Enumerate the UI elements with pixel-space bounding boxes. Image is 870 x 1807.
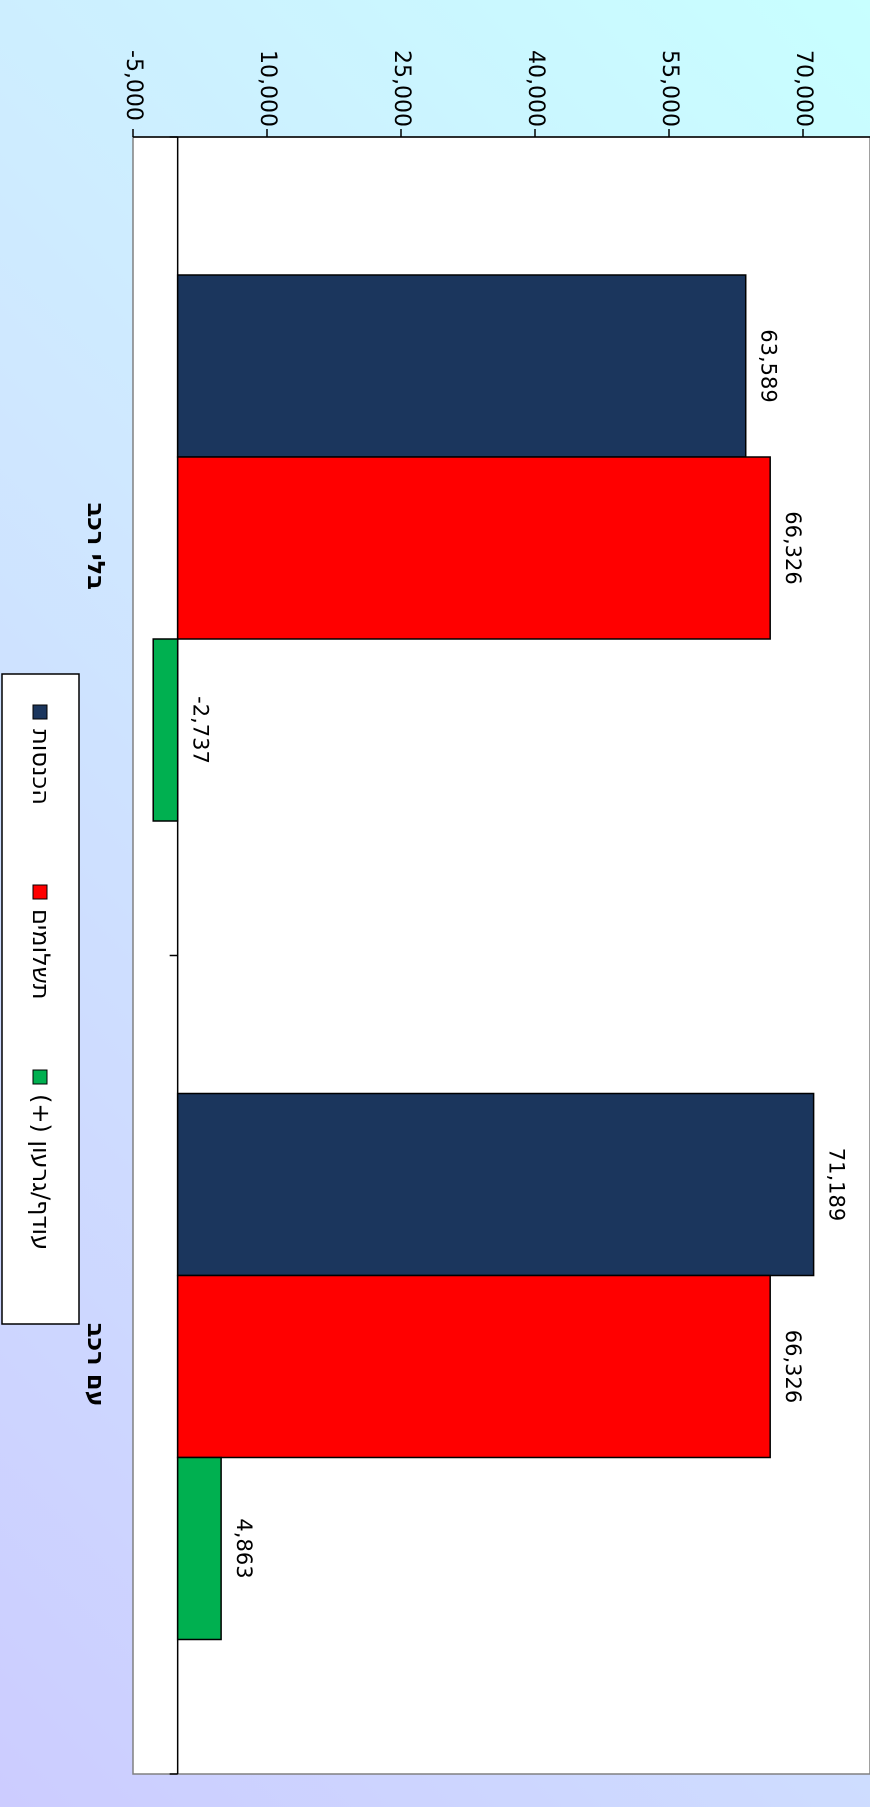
legend-entry-label: תשלומים bbox=[27, 909, 55, 1000]
legend-swatch bbox=[32, 1069, 48, 1085]
legend-entry-label: עודף/גרעון (+) bbox=[27, 1094, 55, 1250]
bar bbox=[176, 1092, 815, 1277]
legend-entry-label: הכנסות bbox=[27, 729, 55, 805]
category-label: עם רכב bbox=[82, 1323, 110, 1407]
bar bbox=[176, 274, 747, 458]
value-axis-tick-label: 40,000 bbox=[523, 50, 548, 127]
data-label: 71,189 bbox=[825, 1148, 849, 1221]
bar bbox=[152, 638, 179, 822]
data-label: 66,326 bbox=[781, 511, 805, 584]
value-axis-tick-label: 70,000 bbox=[791, 50, 816, 127]
bar bbox=[176, 456, 771, 640]
data-label: 4,863 bbox=[232, 1518, 256, 1578]
value-axis-tick-label: 25,000 bbox=[389, 50, 414, 127]
legend: הכנסות תשלומים עודף/גרעון (+) bbox=[1, 673, 80, 1325]
value-axis-tick-label: 55,000 bbox=[657, 50, 682, 127]
category-label: בלי רכב bbox=[82, 503, 110, 590]
data-label: -2,737 bbox=[189, 696, 213, 764]
data-label: 63,589 bbox=[757, 329, 781, 402]
value-axis-tick-label: 10,000 bbox=[255, 50, 280, 127]
bar bbox=[176, 1274, 771, 1459]
chart-marks: -5,000 10,000 25,000 40,000 55,000 70,000 63,5… bbox=[82, 50, 870, 1775]
value-axis-tick-label: -5,000 bbox=[121, 50, 146, 121]
data-label: 66,326 bbox=[781, 1330, 805, 1403]
bar bbox=[176, 1456, 222, 1641]
legend-box bbox=[1, 673, 80, 1325]
legend-swatch bbox=[32, 704, 48, 720]
legend-swatch bbox=[32, 884, 48, 900]
